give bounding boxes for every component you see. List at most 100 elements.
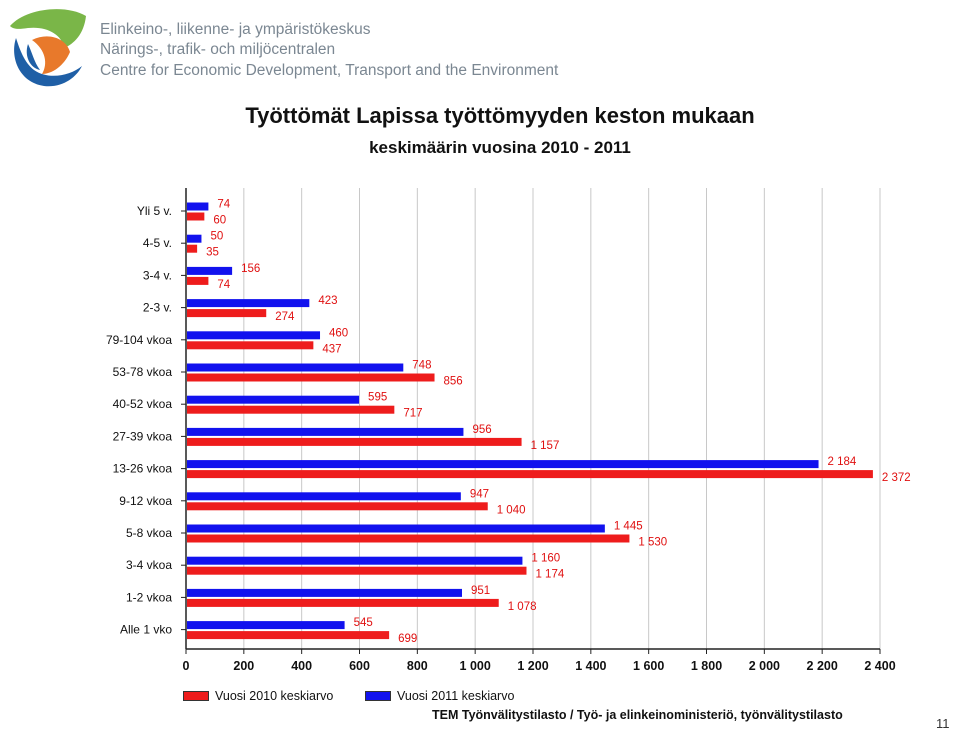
logo-blue-shape [14,38,82,87]
bar-2011 [187,427,464,436]
category-label: Alle 1 vko [120,623,172,637]
org-name-english: Centre for Economic Development, Transpo… [100,62,559,79]
value-label-2011: 1 445 [614,521,643,533]
value-label-2010: 74 [217,279,230,291]
x-tick-label: 1 600 [633,659,664,673]
x-tick-label: 2 000 [749,659,780,673]
value-label-2010: 437 [322,343,341,355]
org-name-finnish: Elinkeino-, liikenne- ja ympäristökeskus [100,21,371,38]
bar-2010 [187,437,522,446]
bar-2011 [187,363,404,372]
x-tick-label: 1 000 [460,659,491,673]
org-name-swedish: Närings-, trafik- och miljöcentralen [100,41,336,58]
value-label-2011: 545 [354,617,373,629]
legend-swatch-2010 [183,691,209,701]
value-label-2010: 856 [444,376,463,388]
bar-2010 [187,598,499,607]
category-label: 1-2 vkoa [126,590,172,604]
value-label-2010: 1 530 [638,537,667,549]
value-label-2010: 699 [398,633,417,645]
x-tick-label: 1 200 [517,659,548,673]
value-label-2011: 50 [210,231,223,243]
category-label: 3-4 v. [143,268,172,282]
category-label: Yli 5 v. [137,204,172,218]
logo-green-leaf [10,9,86,48]
x-tick-label: 1 400 [575,659,606,673]
bar-2010 [187,244,198,253]
legend-item-2010: Vuosi 2010 keskiarvo [183,688,333,704]
bar-2010 [187,566,527,575]
header: Elinkeino-, liikenne- ja ympäristökeskus… [0,0,960,95]
x-tick-label: 600 [349,659,370,673]
chart-subtitle: keskimäärin vuosina 2010 - 2011 [369,138,631,157]
value-label-2011: 74 [217,199,230,211]
value-label-2010: 1 078 [508,601,537,613]
bar-2011 [187,588,462,597]
x-tick-label: 1 800 [691,659,722,673]
category-label: 9-12 vkoa [119,494,172,508]
page-number: 11 [936,716,950,731]
category-label: 2-3 v. [143,301,172,315]
category-label: 4-5 v. [143,236,172,250]
bar-2010 [187,373,435,382]
bar-2011 [187,395,360,404]
x-tick-label: 800 [407,659,428,673]
category-label: 5-8 vkoa [126,526,172,540]
value-label-2010: 717 [403,408,422,420]
value-label-2011: 423 [318,295,337,307]
category-label: 3-4 vkoa [126,558,172,572]
axes [181,188,881,654]
x-tick-label: 400 [291,659,312,673]
bar-2011 [187,492,461,501]
bar-2011 [187,524,605,533]
value-label-2011: 1 160 [531,553,560,565]
bar-2011 [187,556,523,565]
bar-2011 [187,460,819,469]
category-label: 53-78 vkoa [113,365,173,379]
bar-2010 [187,534,630,543]
value-label-2011: 748 [412,360,431,372]
bar-2010 [187,341,314,350]
bar-2010 [187,405,395,414]
value-label-2010: 2 372 [882,472,911,484]
value-label-2010: 1 040 [497,504,526,516]
logo-orange-leaf [32,36,70,74]
value-label-2010: 35 [206,247,219,259]
value-label-2010: 274 [275,311,295,323]
category-label: 40-52 vkoa [113,397,173,411]
category-label: 13-26 vkoa [113,462,173,476]
bar-2011 [187,621,345,630]
bar-2011 [187,299,310,308]
bar-2010 [187,276,209,285]
bar-2011 [187,234,202,243]
bar-2010 [187,631,390,640]
x-tick-label: 2 200 [807,659,838,673]
logo-blue-inner [26,44,40,70]
bar-2010 [187,502,488,511]
labels: 0 200 400 600 800 1 000 1 200 1 400 1 600 1 800 2 … [106,199,911,674]
ely-centre-logo [10,9,86,87]
legend-swatch-2011 [365,691,391,701]
value-label-2010: 1 157 [531,440,560,452]
value-label-2011: 951 [471,585,490,597]
source-note: TEM Työnvälitystilasto / Työ- ja elinkei… [432,708,843,722]
x-tick-label: 2 400 [864,659,895,673]
legend-item-2011: Vuosi 2011 keskiarvo [365,688,514,704]
value-label-2011: 947 [470,488,489,500]
value-label-2010: 60 [213,215,226,227]
value-label-2011: 2 184 [828,456,857,468]
chart-title: Työttömät Lapissa työttömyyden keston mu… [245,103,755,128]
value-label-2011: 156 [241,263,260,275]
value-label-2011: 595 [368,392,387,404]
value-label-2011: 460 [329,327,348,339]
category-label: 79-104 vkoa [106,333,172,347]
x-tick-label: 200 [233,659,254,673]
value-label-2010: 1 174 [535,569,564,581]
bar-2011 [187,202,209,211]
legend-label-2010: Vuosi 2010 keskiarvo [215,689,334,703]
bar-2010 [187,212,205,221]
legend-label-2011: Vuosi 2011 keskiarvo [397,689,515,703]
bar-2010 [187,309,267,318]
category-label: 27-39 vkoa [113,429,173,443]
